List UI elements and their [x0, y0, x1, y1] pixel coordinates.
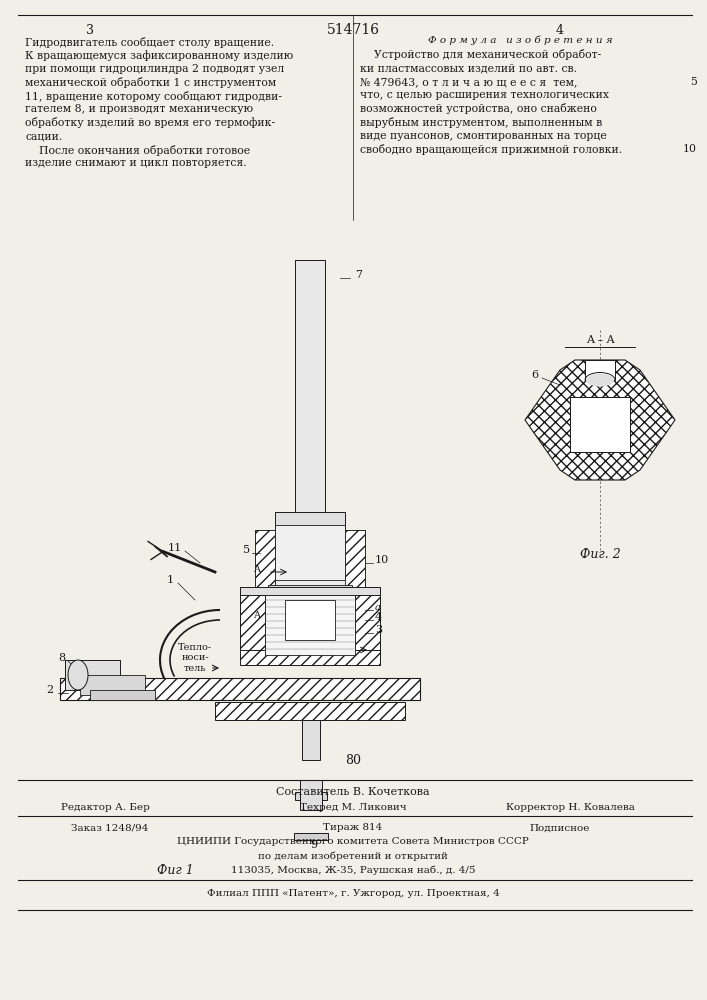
Bar	[255, 530, 275, 590]
Text: 10: 10	[375, 555, 390, 565]
Bar	[285, 600, 335, 640]
Bar	[268, 585, 352, 595]
Text: A: A	[253, 566, 260, 574]
Text: 5: 5	[243, 545, 250, 555]
Text: 3: 3	[86, 23, 94, 36]
Text: 3: 3	[375, 625, 382, 635]
Text: сации.: сации.	[25, 131, 62, 141]
Text: виде пуансонов, смонтированных на торце: виде пуансонов, смонтированных на торце	[360, 131, 607, 141]
Text: при помощи гидроцилиндра 2 подводят узел: при помощи гидроцилиндра 2 подводят узел	[25, 64, 284, 74]
Text: Фиг 1: Фиг 1	[157, 863, 194, 876]
Text: Подписное: Подписное	[530, 824, 590, 832]
Text: 11: 11	[168, 543, 182, 553]
Text: возможностей устройства, оно снабжено: возможностей устройства, оно снабжено	[360, 104, 597, 114]
Text: После окончания обработки готовое: После окончания обработки готовое	[25, 144, 250, 155]
Bar	[80, 675, 145, 695]
Text: Гидродвигатель сообщает столу вращение.: Гидродвигатель сообщает столу вращение.	[25, 36, 274, 47]
Text: Редактор А. Бер: Редактор А. Бер	[61, 802, 149, 812]
Text: вырубным инструментом, выполненным в: вырубным инструментом, выполненным в	[360, 117, 602, 128]
Ellipse shape	[68, 660, 88, 690]
Bar	[302, 720, 320, 760]
Text: 113035, Москва, Ж-35, Раушская наб., д. 4/5́: 113035, Москва, Ж-35, Раушская наб., д. …	[230, 865, 475, 875]
Text: Устройство для механической обработ-: Устройство для механической обработ-	[360, 49, 601, 60]
Text: 4: 4	[375, 612, 382, 622]
Text: Корректор Н. Ковалева: Корректор Н. Ковалева	[506, 802, 634, 812]
Text: 9: 9	[310, 840, 317, 850]
Text: A: A	[253, 610, 260, 619]
Bar	[585, 360, 615, 380]
Text: 1: 1	[166, 575, 173, 585]
Bar	[255, 530, 365, 590]
Bar	[275, 525, 345, 580]
Bar	[240, 587, 380, 595]
Bar	[295, 792, 327, 800]
Text: 5: 5	[690, 77, 697, 87]
Bar	[60, 678, 420, 700]
Bar	[570, 442, 630, 452]
Text: Ф о р м у л а   и з о б р е т е н и я: Ф о р м у л а и з о б р е т е н и я	[428, 35, 612, 45]
Text: A – A: A – A	[585, 335, 614, 345]
Bar	[65, 660, 120, 690]
Bar	[300, 780, 322, 810]
Text: ЦНИИПИ Государственного комитета Совета Министров СССР: ЦНИИПИ Государственного комитета Совета …	[177, 838, 529, 846]
Text: Заказ 1248/94: Заказ 1248/94	[71, 824, 148, 832]
Text: 11, вращение которому сообщают гидродви-: 11, вращение которому сообщают гидродви-	[25, 91, 282, 102]
Bar	[275, 512, 345, 530]
Bar	[90, 690, 155, 700]
Bar	[295, 260, 325, 530]
Text: что, с целью расширения технологических: что, с целью расширения технологических	[360, 91, 609, 101]
Text: механической обработки 1 с инструментом: механической обработки 1 с инструментом	[25, 77, 276, 88]
Text: a: a	[375, 602, 381, 611]
Bar	[265, 595, 355, 655]
Text: обработку изделий во время его термофик-: обработку изделий во время его термофик-	[25, 117, 275, 128]
Text: 4: 4	[556, 23, 564, 36]
Text: 8: 8	[59, 653, 66, 663]
Polygon shape	[525, 360, 675, 480]
Bar	[294, 833, 328, 840]
Text: гателем 8, и производят механическую: гателем 8, и производят механическую	[25, 104, 253, 114]
Text: Филиал ППП «Патент», г. Ужгород, ул. Проектная, 4: Филиал ППП «Патент», г. Ужгород, ул. Про…	[206, 888, 499, 898]
Text: Тираж 814: Тираж 814	[323, 824, 382, 832]
Text: 2: 2	[47, 685, 54, 695]
Bar	[345, 530, 365, 590]
Text: Фиг. 2: Фиг. 2	[580, 548, 620, 562]
Text: 80: 80	[345, 754, 361, 766]
Text: Тепло-
носи-
тель: Тепло- носи- тель	[178, 643, 212, 673]
Text: 6: 6	[532, 370, 539, 380]
Text: Техред М. Ликович: Техред М. Ликович	[300, 802, 407, 812]
Bar	[570, 397, 630, 452]
Bar	[240, 650, 380, 665]
Text: № 479643, о т л и ч а ю щ е е с я  тем,: № 479643, о т л и ч а ю щ е е с я тем,	[360, 77, 578, 87]
Bar	[570, 397, 630, 407]
Text: по делам изобретений и открытий: по делам изобретений и открытий	[258, 851, 448, 861]
Text: 7: 7	[355, 270, 362, 280]
Text: Составитель В. Кочеткова: Составитель В. Кочеткова	[276, 787, 430, 797]
Text: ки пластмассовых изделий по авт. св.: ки пластмассовых изделий по авт. св.	[360, 64, 577, 74]
Text: изделие снимают и цикл повторяется.: изделие снимают и цикл повторяется.	[25, 158, 247, 168]
Text: 10: 10	[683, 144, 697, 154]
Text: свободно вращающейся прижимной головки.: свободно вращающейся прижимной головки.	[360, 144, 622, 155]
Text: 514716: 514716	[327, 23, 380, 37]
Bar	[215, 702, 405, 720]
Text: К вращающемуся зафиксированному изделию: К вращающемуся зафиксированному изделию	[25, 50, 293, 61]
Bar	[240, 590, 265, 660]
Ellipse shape	[586, 373, 614, 386]
Bar	[355, 590, 380, 660]
